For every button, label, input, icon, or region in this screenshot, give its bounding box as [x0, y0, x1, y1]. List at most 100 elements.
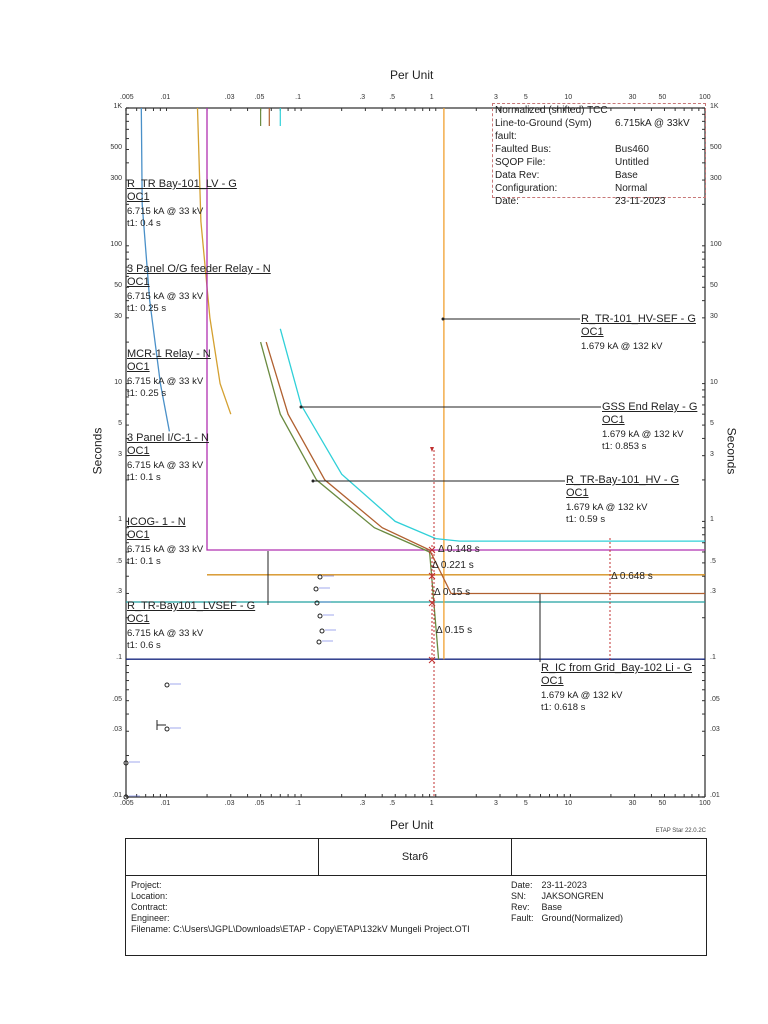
fault-value: Ground(Normalized) — [541, 913, 624, 923]
info-row: Faulted Bus: Bus460 — [495, 144, 649, 155]
title-block-right-cell — [512, 839, 706, 875]
sn-label: SN: — [511, 891, 527, 901]
date-value: 23-11-2023 — [541, 880, 587, 890]
device-label[interactable]: R_TR Bay-101_LV - G OC1 6.715 kA @ 33 kV… — [127, 178, 237, 229]
title-block-center: Star6 — [319, 839, 512, 875]
info-row: Configuration: Normal — [495, 183, 648, 194]
software-version: ETAP Star 22.0.2C — [655, 828, 706, 834]
top-axis-title: Per Unit — [390, 68, 434, 82]
y-tick-label: .1 — [710, 654, 716, 662]
y-tick-label: 5 — [118, 420, 122, 428]
filename-value: C:\Users\JGPL\Downloads\ETAP - Copy\ETAP… — [173, 924, 470, 934]
y-tick-label: .1 — [116, 654, 122, 662]
y-tick-label: .3 — [710, 588, 716, 596]
x-tick-label: 3 — [493, 94, 498, 101]
x-tick-label: .1 — [295, 94, 301, 101]
x-tick-label: .5 — [389, 800, 396, 807]
device-label[interactable]: R_TR-101_HV-SEF - G OC1 1.679 kA @ 132 k… — [581, 313, 696, 352]
device-label[interactable]: 3 Panel I/C-1 - N OC1 6.715 kA @ 33 kV t… — [127, 432, 209, 483]
y-tick-label: 50 — [710, 282, 718, 290]
y-tick-label: .3 — [116, 588, 122, 596]
info-row: Line-to-Ground (Sym) fault: 6.715kA @ 33k… — [495, 118, 690, 142]
x-tick-label: .03 — [224, 800, 235, 807]
x-tick-label: 1 — [429, 94, 434, 101]
device-label[interactable]: 3 Panel O/G feeder Relay - N OC1 6.715 k… — [127, 263, 271, 314]
tcc-curve[interactable] — [265, 341, 705, 595]
device-label[interactable]: GSS End Relay - G OC1 1.679 kA @ 132 kV … — [602, 401, 698, 452]
x-tick-label: .05 — [254, 800, 265, 807]
rev-label: Rev: — [511, 902, 530, 912]
delta-annotation: Δ 0.221 s — [432, 560, 474, 571]
contract-label: Contract: — [131, 902, 168, 912]
device-label[interactable]: R_TR-Bay-101_HV - G OC1 1.679 kA @ 132 k… — [566, 474, 680, 525]
y-tick-label: .05 — [112, 695, 122, 703]
x-tick-label: 30 — [628, 800, 637, 807]
device-label[interactable]: MCR-1 Relay - N OC1 6.715 kA @ 33 kV t1:… — [127, 348, 211, 399]
y-tick-label: 100 — [110, 240, 122, 248]
device-label[interactable]: R_TR-Bay101_LVSEF - G OC1 6.715 kA @ 33 … — [127, 600, 256, 651]
study-info-box: Normalized (shifted) TCC Line-to-Ground … — [492, 103, 706, 207]
fault-label: Fault: — [511, 913, 534, 923]
y-tick-label: 500 — [710, 144, 722, 152]
device-label[interactable]: ICOG- 1 - N OC1 6.715 kA @ 33 kV t1: 0.1… — [127, 516, 204, 567]
delta-annotation: Δ 0.15 s — [434, 587, 471, 598]
x-tick-label: 10 — [564, 94, 573, 101]
info-title: Normalized (shifted) TCC — [495, 105, 608, 116]
y-tick-label: .5 — [116, 557, 122, 565]
x-tick-label: .3 — [359, 800, 366, 807]
x-tick-label: 50 — [658, 800, 667, 807]
y-tick-label: 300 — [710, 175, 722, 183]
tcc-curve[interactable] — [140, 107, 171, 432]
y-tick-label: 30 — [710, 312, 718, 320]
tcc-curve[interactable] — [196, 107, 232, 415]
y-tick-label: 1K — [710, 103, 719, 110]
x-tick-label: .5 — [389, 94, 396, 101]
y-tick-label: 3 — [710, 450, 714, 458]
y-tick-label: .01 — [112, 792, 122, 799]
y-tick-label: 10 — [710, 378, 718, 386]
y-tick-label: 1 — [710, 516, 714, 524]
project-label: Project: — [131, 880, 162, 890]
x-tick-label: 30 — [628, 94, 637, 101]
x-tick-label: .3 — [359, 94, 366, 101]
x-tick-label: 1 — [429, 800, 434, 807]
delta-annotation: Δ 0.148 s — [438, 544, 480, 555]
y-tick-label: 50 — [114, 282, 122, 290]
y-tick-label: 5 — [710, 420, 714, 428]
x-tick-label: 5 — [523, 94, 528, 101]
y-tick-label: .01 — [710, 792, 720, 799]
x-tick-label: .005 — [120, 94, 134, 101]
x-tick-label: 3 — [493, 800, 498, 807]
y-tick-label: .03 — [112, 726, 122, 734]
tcc-curve[interactable] — [279, 328, 705, 542]
x-tick-label: 100 — [699, 800, 711, 807]
y-tick-label: 100 — [710, 240, 722, 248]
filename-label: Filename: — [131, 924, 171, 934]
x-tick-label: .01 — [160, 94, 171, 101]
y-tick-label: 10 — [114, 378, 122, 386]
location-label: Location: — [131, 891, 168, 901]
info-row: Date: 23-11-2023 — [495, 196, 666, 207]
x-tick-label: 50 — [658, 94, 667, 101]
x-tick-label: .05 — [254, 94, 265, 101]
title-block-left-cell — [126, 839, 319, 875]
device-label[interactable]: R_IC from Grid_Bay-102 Li - G OC1 1.679 … — [541, 662, 692, 713]
y-tick-label: 3 — [118, 450, 122, 458]
y-tick-label: 300 — [110, 175, 122, 183]
y-tick-label: 1K — [113, 103, 122, 110]
bottom-axis-title: Per Unit — [390, 818, 434, 832]
x-tick-label: .005 — [120, 800, 134, 807]
title-block: Star6 Project: Location: Contract: Engin… — [125, 838, 707, 956]
tcc-curve[interactable] — [259, 341, 440, 660]
x-tick-label: .03 — [224, 94, 235, 101]
y-tick-label: .5 — [710, 557, 716, 565]
x-tick-label: 100 — [699, 94, 711, 101]
date-label: Date: — [511, 880, 533, 890]
tcc-curve[interactable] — [206, 108, 705, 551]
rev-value: Base — [541, 902, 563, 912]
y-tick-label: 1 — [118, 516, 122, 524]
delta-annotation: Δ 0.15 s — [436, 625, 473, 636]
x-tick-label: 10 — [564, 800, 573, 807]
y-tick-label: .05 — [710, 695, 720, 703]
engineer-label: Engineer: — [131, 913, 170, 923]
